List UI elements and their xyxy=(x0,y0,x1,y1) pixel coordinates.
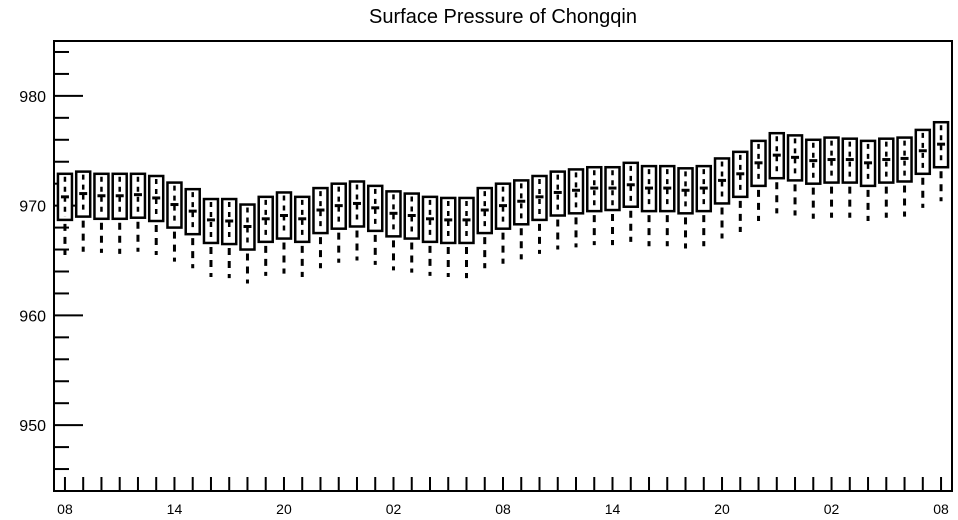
box-item xyxy=(823,136,840,218)
box-item xyxy=(220,197,238,279)
box-item xyxy=(293,195,311,277)
box-item xyxy=(786,134,804,216)
box-item xyxy=(732,150,749,232)
box-item xyxy=(56,172,74,256)
x-tick-label: 20 xyxy=(714,501,730,517)
box-item xyxy=(859,139,877,221)
box-item xyxy=(458,196,475,279)
x-tick-label: 08 xyxy=(495,501,511,517)
box-item xyxy=(74,170,92,252)
box-item xyxy=(805,138,822,219)
y-tick-label: 950 xyxy=(19,418,46,435)
box-item xyxy=(93,172,110,253)
box-item xyxy=(896,136,913,217)
box-item xyxy=(385,190,402,271)
x-tick-label: 14 xyxy=(167,501,183,517)
boxes-group xyxy=(56,120,950,284)
box-item xyxy=(878,137,895,218)
x-tick-label: 02 xyxy=(824,501,840,517)
box-item xyxy=(841,137,859,218)
box-item xyxy=(549,170,567,250)
box-item xyxy=(330,182,347,263)
box-item xyxy=(184,187,201,269)
box-item xyxy=(713,157,731,239)
box-item xyxy=(750,139,767,221)
box-item xyxy=(147,174,165,256)
box-item xyxy=(622,161,640,242)
box-item xyxy=(239,203,256,284)
box-item xyxy=(275,191,293,274)
box-item xyxy=(312,186,329,269)
x-tick-label: 08 xyxy=(57,501,73,517)
box-item xyxy=(659,164,676,247)
box-item xyxy=(531,174,548,254)
box-item xyxy=(494,182,512,264)
box-item xyxy=(768,131,786,214)
box-item xyxy=(403,192,420,273)
box-item xyxy=(914,128,932,208)
box-item xyxy=(640,164,658,247)
box-item xyxy=(202,197,220,277)
box-item xyxy=(604,165,621,246)
chart-title: Surface Pressure of Chongqin xyxy=(369,6,637,28)
box-item xyxy=(421,195,439,276)
box-item xyxy=(677,167,694,249)
box-item xyxy=(695,164,713,247)
x-tick-label: 20 xyxy=(276,501,292,517)
y-tick-label: 980 xyxy=(19,89,46,106)
x-tick-label: 02 xyxy=(386,501,402,517)
y-tick-label: 970 xyxy=(19,199,46,216)
y-tick-label: 960 xyxy=(19,308,46,325)
x-axis: 08 14 20 02 08 14 20 02 08 xyxy=(57,477,949,517)
box-item xyxy=(586,165,603,246)
box-item xyxy=(476,186,493,269)
box-item xyxy=(932,120,950,202)
box-item xyxy=(111,172,128,254)
box-item xyxy=(439,196,457,277)
box-item xyxy=(166,181,183,262)
y-axis: 950 960 970 980 xyxy=(19,50,83,492)
x-tick-label: 14 xyxy=(605,501,621,517)
box-item xyxy=(366,184,384,265)
box-item xyxy=(348,180,366,261)
box-item xyxy=(567,168,585,248)
box-item xyxy=(257,195,274,276)
x-tick-label: 08 xyxy=(933,501,949,517)
box-item xyxy=(513,179,530,260)
box-item xyxy=(129,172,147,252)
